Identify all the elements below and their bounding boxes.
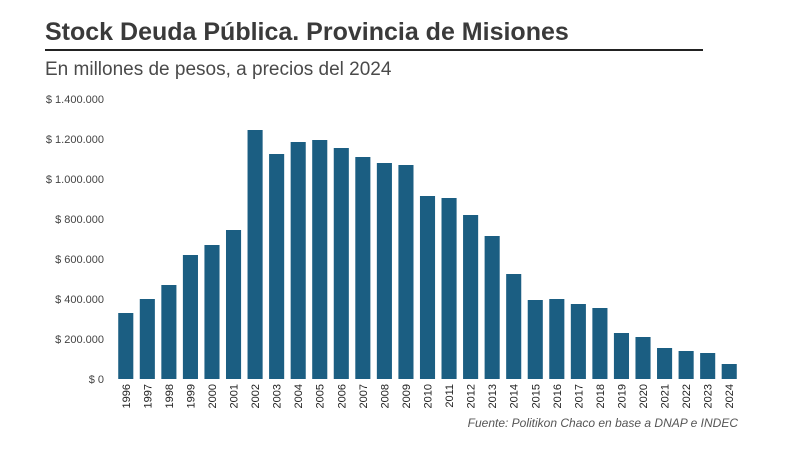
bar-2005: [312, 140, 328, 379]
x-tick-label: 2018: [595, 384, 607, 408]
bar-2007: [355, 157, 371, 379]
x-tick-label: 2007: [358, 384, 370, 408]
bar-2019: [613, 333, 630, 379]
x-tick-label: 2013: [487, 384, 499, 408]
x-tick-label: 2012: [466, 384, 478, 408]
y-tick-label: $ 1.400.000: [46, 94, 104, 106]
x-tick-label: 1997: [142, 384, 154, 408]
y-tick-label: $ 0: [89, 374, 104, 386]
x-tick-label: 1996: [121, 384, 133, 408]
y-tick-label: $ 1.200.000: [46, 134, 104, 146]
bar-2024: [721, 364, 737, 379]
bar-2017: [570, 304, 586, 379]
x-tick-label: 2004: [293, 384, 305, 408]
x-tick-label: 2006: [336, 384, 348, 408]
x-tick-label: 2017: [573, 384, 585, 408]
x-tick-label: 2016: [552, 384, 564, 408]
bar-2015: [527, 300, 543, 379]
bar-2006: [333, 148, 349, 379]
bar-1999: [182, 255, 198, 379]
x-tick-label: 2011: [444, 384, 456, 408]
y-tick-label: $ 200.000: [55, 334, 104, 346]
x-tick-label: 2001: [229, 384, 241, 408]
bar-1996: [118, 313, 134, 379]
bar-1998: [161, 285, 177, 379]
x-tick-label: 2008: [379, 384, 391, 408]
bar-2014: [506, 274, 522, 379]
x-tick-label: 1999: [185, 384, 197, 408]
x-tick-label: 2015: [530, 384, 542, 408]
x-tick-label: 2021: [660, 384, 672, 408]
chart-subtitle: En millones de pesos, a precios del 2024: [45, 59, 392, 80]
y-tick-label: $ 1.000.000: [46, 174, 104, 186]
bar-2011: [441, 198, 457, 379]
bar-2012: [463, 215, 479, 379]
bar-2023: [700, 353, 716, 379]
x-tick-label: 1998: [164, 384, 176, 408]
x-tick-label: 2005: [315, 384, 327, 408]
x-tick-label: 2022: [681, 384, 693, 408]
x-tick-label: 2000: [207, 384, 219, 408]
chart-title: Stock Deuda Pública. Provincia de Mision…: [45, 18, 569, 46]
bar-2009: [398, 165, 414, 379]
x-tick-label: 2020: [638, 384, 650, 408]
bar-2004: [290, 142, 306, 379]
x-tick-label: 2003: [272, 384, 284, 408]
bar-2002: [247, 130, 263, 379]
x-tick-label: 2023: [703, 384, 715, 408]
bar-2021: [657, 348, 673, 379]
bar-2008: [376, 163, 392, 379]
bar-1997: [139, 299, 155, 379]
x-tick-label: 2024: [724, 384, 736, 408]
bar-2000: [204, 245, 220, 379]
bar-2022: [678, 351, 694, 379]
bar-2016: [549, 299, 565, 379]
source-note: Fuente: Politikon Chaco en base a DNAP e…: [467, 416, 738, 430]
title-divider: [45, 49, 703, 51]
x-tick-label: 2019: [616, 384, 628, 408]
y-tick-label: $ 600.000: [55, 254, 104, 266]
x-tick-label: 2014: [509, 384, 521, 408]
bar-2020: [635, 337, 651, 379]
x-tick-label: 2002: [250, 384, 262, 408]
bar-2003: [269, 154, 285, 379]
bar-2001: [225, 230, 242, 379]
y-tick-label: $ 400.000: [55, 294, 104, 306]
bar-2018: [592, 308, 608, 379]
y-tick-label: $ 800.000: [55, 214, 104, 226]
bar-2010: [419, 196, 436, 379]
x-tick-label: 2009: [401, 384, 413, 408]
x-tick-label: 2010: [423, 384, 435, 408]
bar-2013: [484, 236, 500, 379]
